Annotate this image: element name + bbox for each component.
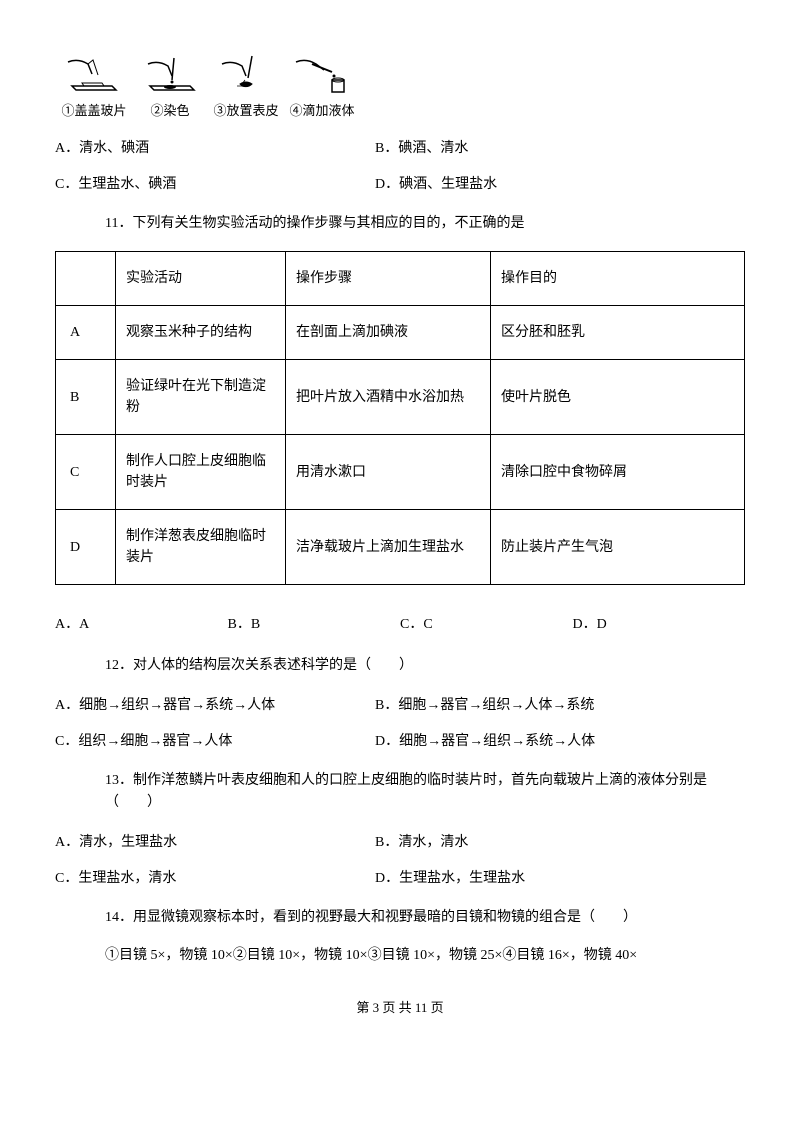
row-a-activity: 观察玉米种子的结构 xyxy=(116,306,286,360)
q12-options-row1: A．细胞→组织→器官→系统→人体 B．细胞→器官→组织→人体→系统 xyxy=(55,694,745,714)
q11-text: 11．下列有关生物实验活动的操作步骤与其相应的目的，不正确的是 xyxy=(105,213,745,235)
header-step: 操作步骤 xyxy=(286,252,491,306)
step-4-label: ④滴加液体 xyxy=(289,100,354,119)
q11-option-b: B．B xyxy=(228,613,401,633)
row-d-label: D xyxy=(56,510,116,585)
row-a-label: A xyxy=(56,306,116,360)
step-1-label: ①盖盖玻片 xyxy=(61,100,126,119)
q13-option-b: B．清水，清水 xyxy=(375,831,745,851)
row-d-activity: 制作洋葱表皮细胞临时装片 xyxy=(116,510,286,585)
row-a-step: 在剖面上滴加碘液 xyxy=(286,306,491,360)
row-a-purpose: 区分胚和胚乳 xyxy=(491,306,745,360)
q13-options-row2: C．生理盐水，清水 D．生理盐水，生理盐水 xyxy=(55,867,745,887)
q13-text: 13．制作洋葱鳞片叶表皮细胞和人的口腔上皮细胞的临时装片时，首先向载玻片上滴的液… xyxy=(105,770,745,815)
q11-option-c: C．C xyxy=(400,613,573,633)
step-4: ④滴加液体 xyxy=(288,50,356,119)
q11-option-d: D．D xyxy=(573,613,746,633)
q12-option-b: B．细胞→器官→组织→人体→系统 xyxy=(375,694,745,714)
cover-slip-icon xyxy=(60,50,128,98)
page-footer: 第 3 页 共 11 页 xyxy=(55,997,745,1016)
row-c-label: C xyxy=(56,435,116,510)
q10-options-row1: A．清水、碘酒 B．碘酒、清水 xyxy=(55,137,745,157)
table-header-row: 实验活动 操作步骤 操作目的 xyxy=(56,252,745,306)
q11-options: A．A B．B C．C D．D xyxy=(55,613,745,633)
step-2: ②染色 xyxy=(136,50,204,119)
header-blank xyxy=(56,252,116,306)
step-2-label: ②染色 xyxy=(150,100,189,119)
row-c-activity: 制作人口腔上皮细胞临时装片 xyxy=(116,435,286,510)
table-row: A 观察玉米种子的结构 在剖面上滴加碘液 区分胚和胚乳 xyxy=(56,306,745,360)
place-epidermis-icon xyxy=(212,50,280,98)
table-row: B 验证绿叶在光下制造淀粉 把叶片放入酒精中水浴加热 使叶片脱色 xyxy=(56,360,745,435)
q12-option-a: A．细胞→组织→器官→系统→人体 xyxy=(55,694,375,714)
q11-table: 实验活动 操作步骤 操作目的 A 观察玉米种子的结构 在剖面上滴加碘液 区分胚和… xyxy=(55,251,745,585)
row-b-step: 把叶片放入酒精中水浴加热 xyxy=(286,360,491,435)
row-d-purpose: 防止装片产生气泡 xyxy=(491,510,745,585)
q13-option-c: C．生理盐水，清水 xyxy=(55,867,375,887)
q10-options-row2: C．生理盐水、碘酒 D．碘酒、生理盐水 xyxy=(55,173,745,193)
row-c-step: 用清水漱口 xyxy=(286,435,491,510)
q14-text: 14．用显微镜观察标本时，看到的视野最大和视野最暗的目镜和物镜的组合是（ ） xyxy=(105,907,745,929)
stain-icon xyxy=(136,50,204,98)
q13-option-d: D．生理盐水，生理盐水 xyxy=(375,867,745,887)
row-b-purpose: 使叶片脱色 xyxy=(491,360,745,435)
row-d-step: 洁净载玻片上滴加生理盐水 xyxy=(286,510,491,585)
q12-option-c: C．组织→细胞→器官→人体 xyxy=(55,730,375,750)
q12-text: 12．对人体的结构层次关系表述科学的是（ ） xyxy=(105,655,745,677)
q12-options-row2: C．组织→细胞→器官→人体 D．细胞→器官→组织→系统→人体 xyxy=(55,730,745,750)
table-row: D 制作洋葱表皮细胞临时装片 洁净载玻片上滴加生理盐水 防止装片产生气泡 xyxy=(56,510,745,585)
drop-liquid-icon xyxy=(288,50,356,98)
q10-option-d: D．碘酒、生理盐水 xyxy=(375,173,745,193)
q10-option-a: A．清水、碘酒 xyxy=(55,137,375,157)
step-1: ①盖盖玻片 xyxy=(60,50,128,119)
step-3-label: ③放置表皮 xyxy=(213,100,278,119)
q10-option-b: B．碘酒、清水 xyxy=(375,137,745,157)
row-b-activity: 验证绿叶在光下制造淀粉 xyxy=(116,360,286,435)
q13-options-row1: A．清水，生理盐水 B．清水，清水 xyxy=(55,831,745,851)
header-purpose: 操作目的 xyxy=(491,252,745,306)
q12-option-d: D．细胞→器官→组织→系统→人体 xyxy=(375,730,745,750)
q14-sub: ①目镜 5×，物镜 10×②目镜 10×，物镜 10×③目镜 10×，物镜 25… xyxy=(105,945,745,967)
table-row: C 制作人口腔上皮细胞临时装片 用清水漱口 清除口腔中食物碎屑 xyxy=(56,435,745,510)
step-3: ③放置表皮 xyxy=(212,50,280,119)
q11-option-a: A．A xyxy=(55,613,228,633)
diagram-steps: ①盖盖玻片 ②染色 ③放置表皮 xyxy=(55,50,745,119)
q13-option-a: A．清水，生理盐水 xyxy=(55,831,375,851)
q10-option-c: C．生理盐水、碘酒 xyxy=(55,173,375,193)
header-activity: 实验活动 xyxy=(116,252,286,306)
row-c-purpose: 清除口腔中食物碎屑 xyxy=(491,435,745,510)
row-b-label: B xyxy=(56,360,116,435)
